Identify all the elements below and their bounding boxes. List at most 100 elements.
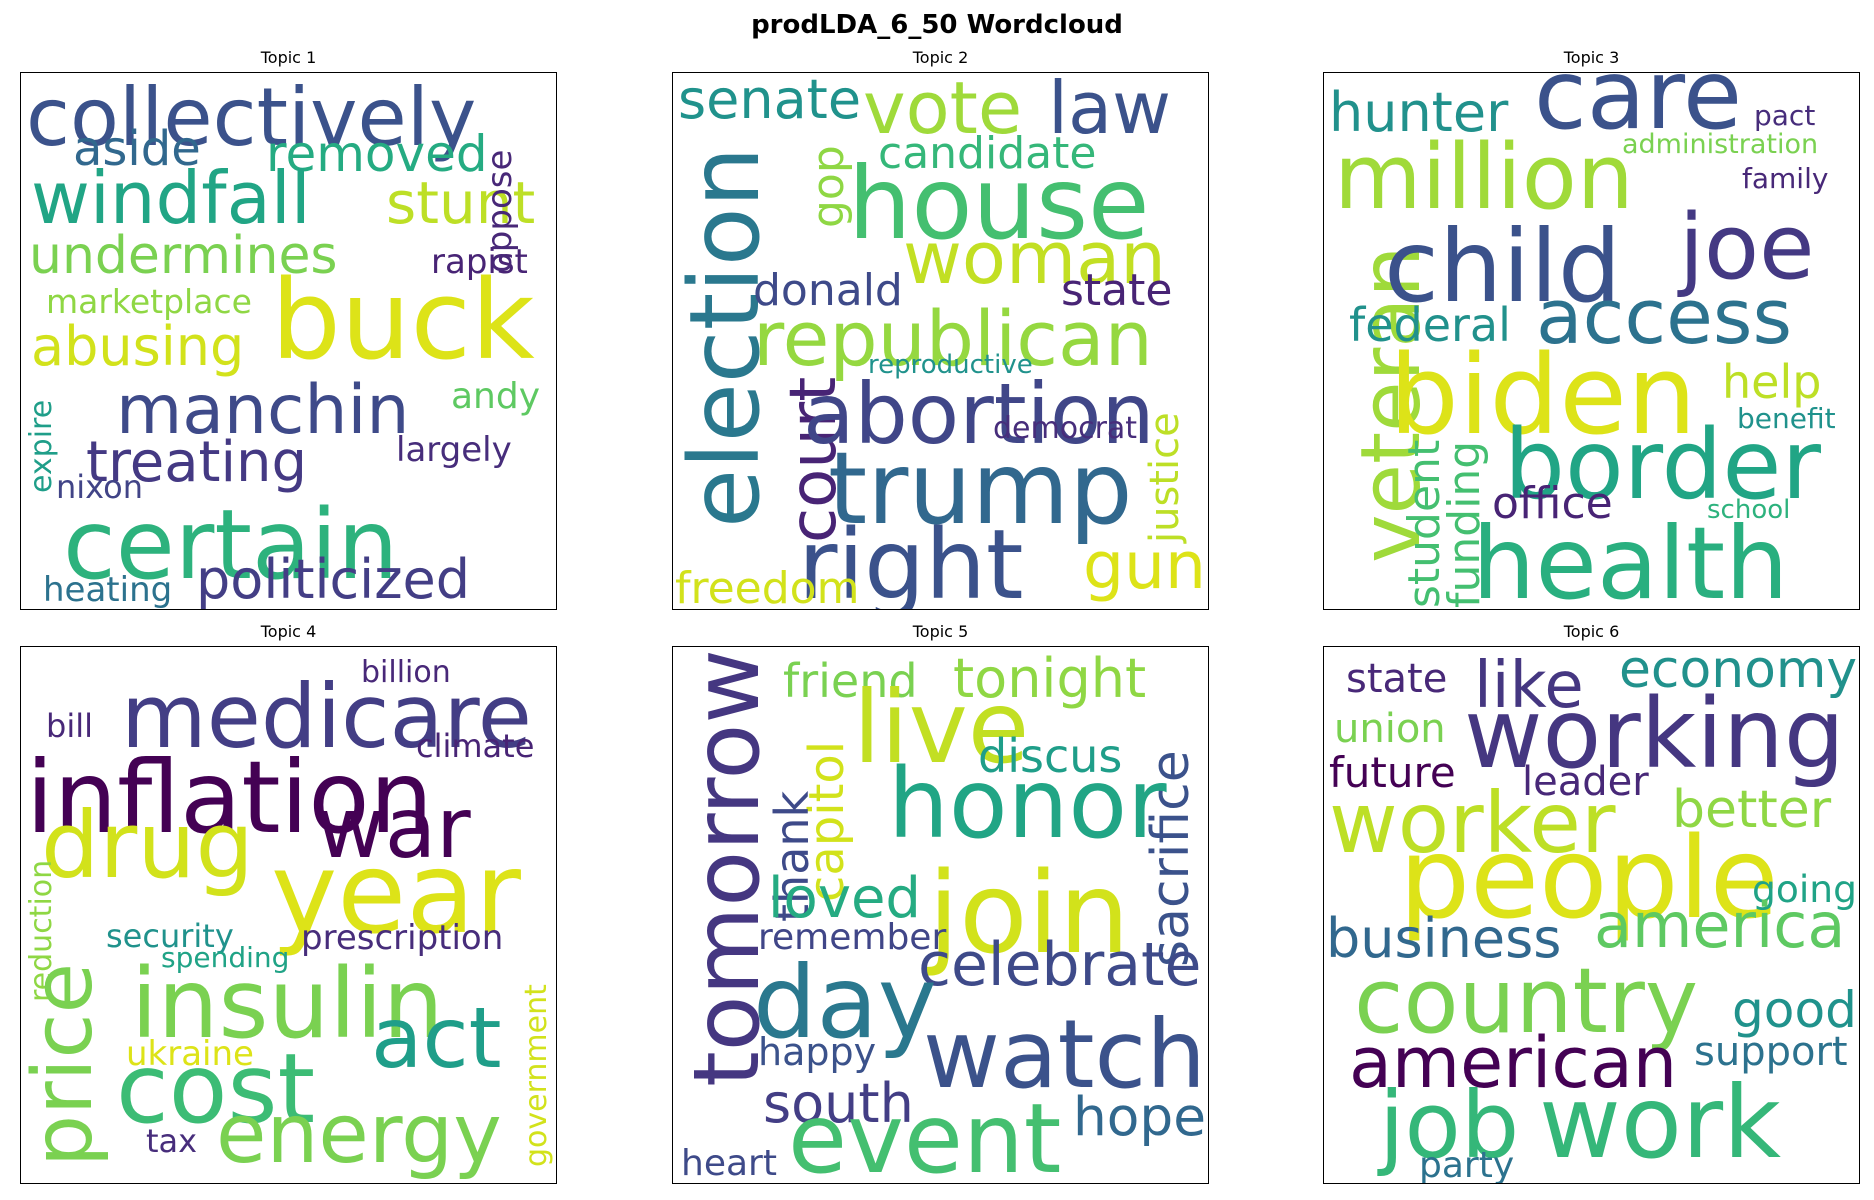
word-right: right (798, 509, 1024, 610)
word-american: american (1349, 1022, 1677, 1104)
word-friend: friend (783, 654, 918, 708)
word-freedom: freedom (675, 563, 859, 610)
word-collectively: collectively (26, 73, 476, 164)
word-like: like (1474, 649, 1584, 723)
word-people: people (1399, 814, 1779, 944)
wordcloud-panel-topic-5: friend tonight live tomorrow capitol thank dis… (672, 646, 1209, 1184)
word-celebrate: celebrate (918, 930, 1201, 1000)
wordcloud-topic-2: senate vote law election candidate gophousewo… (673, 73, 1206, 610)
word-watch: watch (923, 1001, 1206, 1110)
word-state: state (1061, 265, 1172, 316)
word-certain: certain (63, 489, 398, 601)
word-year: year (271, 829, 522, 959)
word-biden: biden (1389, 331, 1697, 459)
word-largely: largely (396, 430, 512, 470)
word-reduction: reduction (24, 860, 59, 1002)
word-better: better (1672, 780, 1832, 840)
word-capitol: capitol (799, 741, 855, 902)
word-remember: remember (758, 917, 946, 958)
word-south: south (763, 1072, 914, 1135)
word-bill: bill (46, 707, 93, 745)
word-business: business (1326, 907, 1561, 970)
word-access: access (1536, 272, 1792, 361)
word-rapist: rapist (431, 242, 528, 282)
word-federal: federal (1349, 298, 1511, 352)
word-justice: justice (1142, 412, 1188, 544)
word-loved: loved (768, 866, 921, 931)
word-discus: discus (978, 729, 1122, 783)
word-state: state (1346, 656, 1447, 702)
word-family: family (1742, 162, 1828, 195)
word-event: event (788, 1083, 1061, 1184)
word-spending: spending (161, 941, 289, 974)
word-benefit: benefit (1737, 402, 1836, 435)
word-administration: administration (1622, 129, 1818, 160)
word-going: going (1752, 867, 1857, 911)
word-court: court (777, 377, 851, 543)
word-tonight: tonight (953, 647, 1146, 710)
word-medicare: medicare (121, 665, 532, 768)
panel-title-topic-6: Topic 6 (1563, 622, 1620, 641)
word-buck: buck (271, 256, 535, 384)
word-trump: trump (828, 430, 1133, 547)
word-abusing: abusing (31, 315, 244, 378)
word-treating: treating (86, 430, 307, 495)
word-politicized: politicized (196, 548, 470, 610)
word-drug: drug (41, 792, 254, 899)
word-vote: vote (863, 73, 1022, 150)
word-aside: aside (73, 121, 201, 177)
word-woman: woman (903, 216, 1166, 300)
word-job: job (1377, 1072, 1519, 1179)
wordcloud-panel-topic-1: collectively aside removed windfall stunt und… (20, 72, 557, 610)
word-happy: happy (758, 1030, 876, 1074)
word-war: war (316, 779, 471, 877)
word-help: help (1722, 355, 1821, 409)
word-office: office (1492, 478, 1613, 529)
word-andy: andy (451, 376, 540, 417)
word-america: america (1594, 889, 1845, 962)
word-reproductive: reproductive (868, 350, 1033, 380)
word-removed: removed (266, 125, 488, 183)
word-sacrifice: sacrifice (1141, 750, 1201, 967)
word-heart: heart (681, 1143, 777, 1184)
word-party: party (1419, 1145, 1514, 1184)
word-senate: senate (678, 73, 861, 131)
wordcloud-panel-topic-4: billion medicare bill climate inflation war dr… (20, 646, 557, 1184)
word-republican: republican (753, 294, 1153, 383)
word-heating: heating (43, 570, 172, 610)
word-oppose: oppose (480, 150, 520, 273)
word-price: price (21, 963, 111, 1167)
word-act: act (371, 989, 502, 1087)
word-care: care (1534, 73, 1742, 151)
word-prescription: prescription (301, 918, 503, 958)
word-tax: tax (146, 1122, 197, 1160)
word-veteran: veteran (1344, 245, 1439, 563)
word-future: future (1329, 748, 1456, 797)
word-democrat: democrat (993, 411, 1137, 446)
panel-title-topic-3: Topic 3 (1563, 48, 1620, 67)
word-economy: economy (1619, 647, 1857, 700)
word-inflation: inflation (26, 739, 433, 856)
word-expire: expire (24, 400, 59, 493)
panel-title-topic-2: Topic 2 (912, 48, 969, 67)
wordcloud-panel-topic-2: senate vote law election candidate gop house wo… (672, 72, 1209, 610)
word-candidate: candidate (878, 128, 1096, 179)
word-undermines: undermines (29, 226, 338, 286)
word-cost: cost (116, 1033, 315, 1145)
word-government: government (519, 984, 554, 1167)
word-good: good (1732, 980, 1857, 1039)
word-working: working (1464, 678, 1845, 790)
wordcloud-panel-topic-3: hunter care pact administration million famil… (1323, 72, 1860, 610)
word-gun: gun (1083, 529, 1206, 604)
word-live: live (853, 669, 1029, 786)
word-house: house (848, 145, 1150, 262)
word-gop: gop (803, 145, 854, 228)
word-health: health (1472, 505, 1789, 610)
word-day: day (753, 944, 937, 1061)
word-student: student (1399, 440, 1450, 608)
word-hope: hope (1073, 1086, 1206, 1148)
